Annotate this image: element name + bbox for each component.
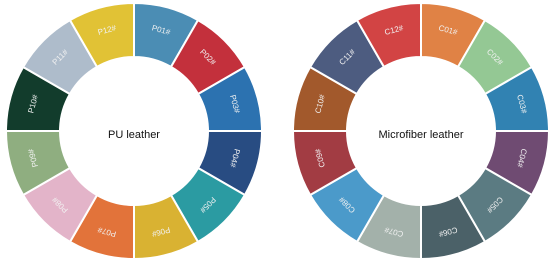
center-label: PU leather	[108, 129, 160, 141]
ring: C01#C02#C03#C04#C05#C06#C07#C08#C09#C10#…	[293, 3, 549, 259]
center-label: Microfiber leather	[379, 129, 464, 141]
swatch-diagram: P01#P02#P03#P04#P05#P06#P07#P08#P09#P10#…	[0, 0, 553, 263]
ring: P01#P02#P03#P04#P05#P06#P07#P08#P09#P10#…	[6, 3, 262, 259]
